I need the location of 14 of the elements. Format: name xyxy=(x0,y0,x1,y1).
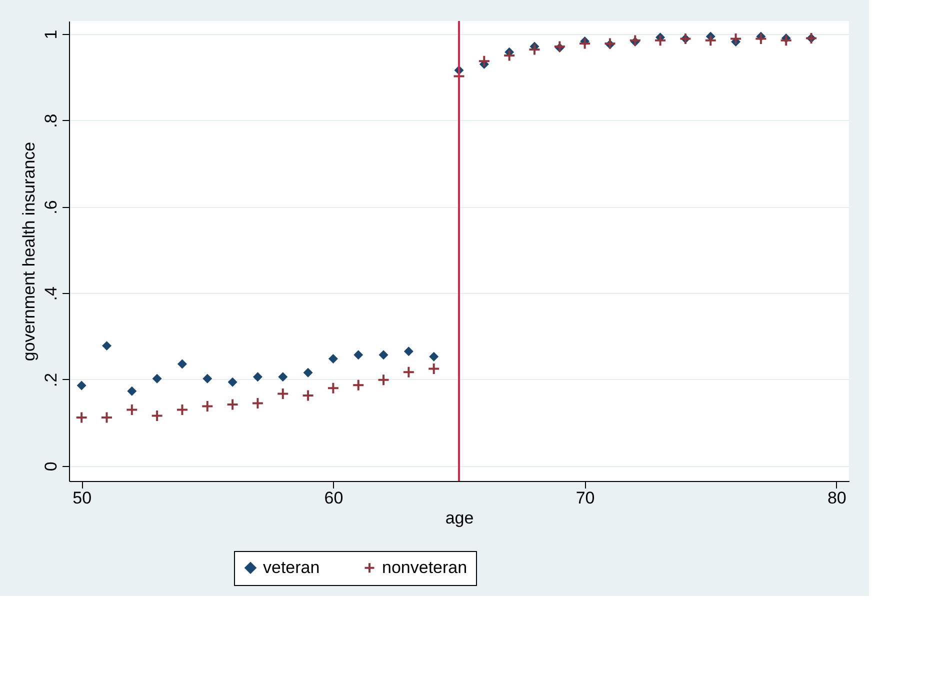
y-tick-label: .4 xyxy=(42,286,60,301)
x-axis-title: age xyxy=(445,508,474,528)
y-tick-label: .2 xyxy=(42,372,60,388)
y-axis-title: government health insurance xyxy=(20,142,38,362)
y-tick-label: .6 xyxy=(42,200,60,214)
y-tick-label: .8 xyxy=(42,114,60,128)
x-tick-label: 50 xyxy=(72,488,92,508)
y-tick-label: 1 xyxy=(42,30,60,40)
legend-label: veteran xyxy=(263,558,320,577)
x-tick-label: 70 xyxy=(576,488,595,508)
x-tick-label: 60 xyxy=(324,488,344,508)
y-tick-label: 0 xyxy=(42,462,60,472)
x-tick-label: 80 xyxy=(827,488,846,508)
legend-label: nonveteran xyxy=(382,558,468,577)
